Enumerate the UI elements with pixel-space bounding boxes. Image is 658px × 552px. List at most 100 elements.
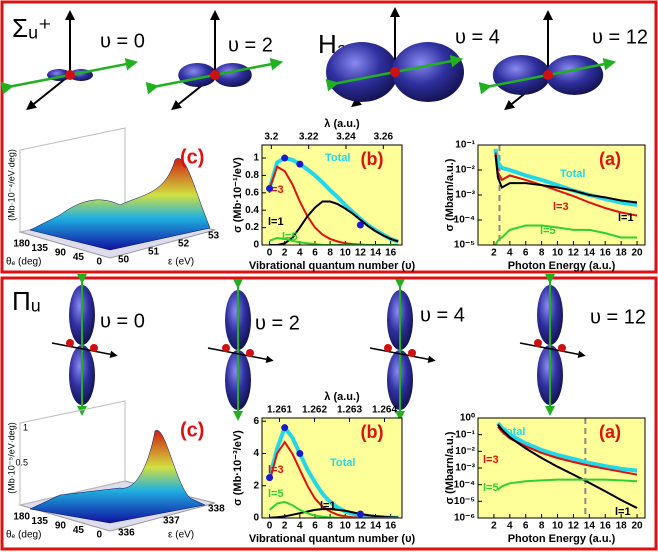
- x-title: Vibrational quantum number (υ): [249, 533, 416, 545]
- x-tick-label: 4: [297, 521, 303, 532]
- panel-frame: [0, 0, 658, 274]
- plot-frame: [477, 417, 646, 519]
- x-title: Photon Energy (a.u.): [508, 533, 616, 545]
- panel-label: (b): [361, 149, 384, 169]
- series-line: [269, 508, 399, 518]
- z-title: (Mb·10⁻⁵/eV·deg): [6, 422, 16, 494]
- x-tick-label: 6: [523, 248, 529, 259]
- plot-frame: [477, 144, 646, 246]
- marker: [266, 474, 274, 482]
- y-tick-label: 6: [253, 416, 259, 427]
- x-tick-label: 2: [282, 521, 288, 532]
- series-label: l=1: [618, 212, 634, 224]
- series-line: [497, 478, 638, 491]
- series-line: [496, 421, 638, 473]
- plot-frame: [261, 144, 403, 246]
- level-label: υ = 2: [228, 34, 273, 56]
- symmetry-label: Πᵤ: [12, 286, 41, 316]
- y-tick-label: 10⁻⁶: [454, 513, 475, 524]
- y-tick-label: 0: [253, 240, 259, 251]
- x-tick-label: 16: [600, 248, 612, 259]
- atom: [65, 70, 75, 80]
- series-line: [497, 426, 638, 476]
- x-tick-label: 4: [297, 248, 303, 259]
- tick-label: 50: [118, 255, 130, 266]
- axis-arrow: [207, 347, 274, 363]
- atom: [90, 344, 98, 352]
- x-tick-label: 2: [491, 248, 497, 259]
- x-tick-label: 12: [568, 248, 580, 259]
- x-tick-label: 4: [507, 248, 513, 259]
- series-label: Total: [330, 457, 355, 469]
- atom: [534, 339, 542, 347]
- y-tick-label: 0: [253, 513, 259, 524]
- x-tick-label: 16: [385, 521, 397, 532]
- x-tick-label: 8: [327, 521, 333, 532]
- series-label: l=5: [282, 231, 298, 243]
- x-tick-label: 2: [282, 248, 288, 259]
- x-tick-label: 14: [584, 248, 596, 259]
- x-tick-label: 10: [340, 248, 352, 259]
- x-tick-label: 12: [568, 521, 580, 532]
- y-tick-label: 2: [253, 480, 259, 491]
- x-tick-label: 4: [507, 521, 513, 532]
- level-label: υ = 0: [100, 310, 145, 332]
- tick-label: 45: [73, 252, 85, 263]
- tick-label: 0: [96, 530, 102, 541]
- level-label: υ = 4: [455, 26, 500, 48]
- tick-label: 53: [208, 231, 220, 242]
- x2-tick-label: 3.24: [336, 132, 356, 143]
- symmetry-label: Σᵤ⁺: [12, 13, 52, 43]
- x-tick-label: 20: [631, 521, 643, 532]
- series-line: [493, 148, 638, 207]
- x2-tick-label: 3.26: [374, 132, 394, 143]
- atom: [543, 70, 553, 80]
- series-line: [269, 236, 399, 245]
- y-tick-label: 10⁻²: [455, 446, 475, 457]
- x2-tick-label: 1.262: [302, 405, 327, 416]
- marker: [356, 221, 364, 229]
- tick-label: 180: [13, 239, 30, 250]
- x-tick-label: 8: [327, 248, 333, 259]
- y-tick-label: 10⁻¹: [455, 429, 475, 440]
- x-tick-label: 10: [552, 248, 564, 259]
- x-tick-label: 8: [539, 248, 545, 259]
- tick-label: 51: [148, 247, 160, 258]
- y-tick-label: 10⁻⁵: [454, 240, 475, 251]
- y-tick-label: 10⁻⁵: [454, 496, 475, 507]
- tick-label: 52: [178, 239, 190, 250]
- tick-label: 135: [31, 243, 48, 254]
- marker: [296, 449, 304, 457]
- axis-title: θₑ (deg): [6, 530, 41, 541]
- x-title: Vibrational quantum number (υ): [249, 260, 416, 272]
- y-tick-label: 0.6: [245, 187, 259, 198]
- x-tick-label: 14: [584, 521, 596, 532]
- x-title: Photon Energy (a.u.): [508, 260, 616, 272]
- series-line: [268, 165, 399, 245]
- marker: [281, 154, 289, 162]
- atom: [408, 349, 416, 357]
- x-tick-label: 6: [312, 521, 318, 532]
- marker: [356, 510, 364, 518]
- tick-label: 90: [55, 248, 67, 259]
- y-tick-label: 10⁻⁴: [454, 479, 475, 490]
- tick-label: 1: [23, 422, 28, 432]
- series-label: l=1: [320, 500, 336, 512]
- x-tick-label: 2: [491, 521, 497, 532]
- series-label: l=1: [615, 506, 631, 518]
- series-label: l=3: [483, 454, 499, 466]
- level-label: υ = 12: [590, 306, 646, 328]
- tick-label: 135: [31, 516, 48, 527]
- series-line: [494, 154, 638, 204]
- y-title: σ (Mbarn/a.u.): [444, 158, 456, 231]
- orbital-lobe: [326, 42, 398, 102]
- tick-label: 336: [118, 528, 135, 539]
- x-tick-label: 0: [267, 521, 273, 532]
- panel-label: (a): [599, 422, 621, 442]
- tick-label: 90: [55, 521, 67, 532]
- x-tick-label: 12: [355, 521, 367, 532]
- y-tick-label: 10⁻²: [455, 165, 475, 176]
- atom: [222, 344, 230, 352]
- atom: [558, 344, 566, 352]
